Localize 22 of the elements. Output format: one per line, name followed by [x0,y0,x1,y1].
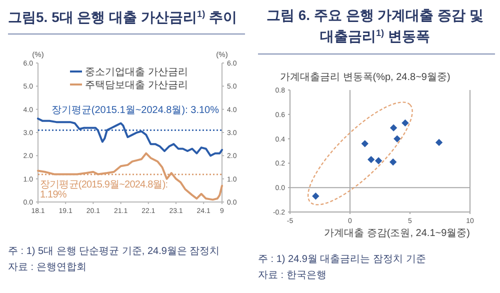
point [368,156,375,164]
text: 자료 : 한국은행 [258,270,326,281]
chart-title: 그림5. 5대 은행 대출 가산금리$^{1)}$ 추이 [8,9,238,25]
point [390,124,398,132]
point [312,192,320,200]
y-axis-title: 가계대출금리 변동폭(%p, 24.8~9월중) [280,72,450,83]
text: 주 : 1) 5대 은행 단순평균 기준, 24.9월은 잠정치 [8,246,220,257]
x-axis-title: 가계대출 증감(조원, 24.1~9월중) [324,228,470,239]
ref-line-label: 장기평균(2015.9월~2024.8월): 1.19% [40,179,168,200]
point [394,135,401,142]
legend-label: 중소기업대출 가산금리 [85,67,188,78]
text: 주 : 1) 24.9월 대출금리는 잠정치 기준 [258,254,426,265]
point [435,138,443,146]
chart-title: 그림 6. 주요 은행 가계대출 증감 및 대출금리$^{1)}$ 변동폭 [266,7,484,44]
point [389,158,397,166]
point [374,157,382,164]
legend-label: 주택담보대출 가산금리 [85,80,188,91]
line-series [37,118,223,157]
point [361,140,368,148]
text: 자료 : 은행연합회 [8,262,86,273]
ref-line-label: 장기평균(2015.1월~2024.8월): 3.10% [51,105,220,116]
point [402,119,409,127]
